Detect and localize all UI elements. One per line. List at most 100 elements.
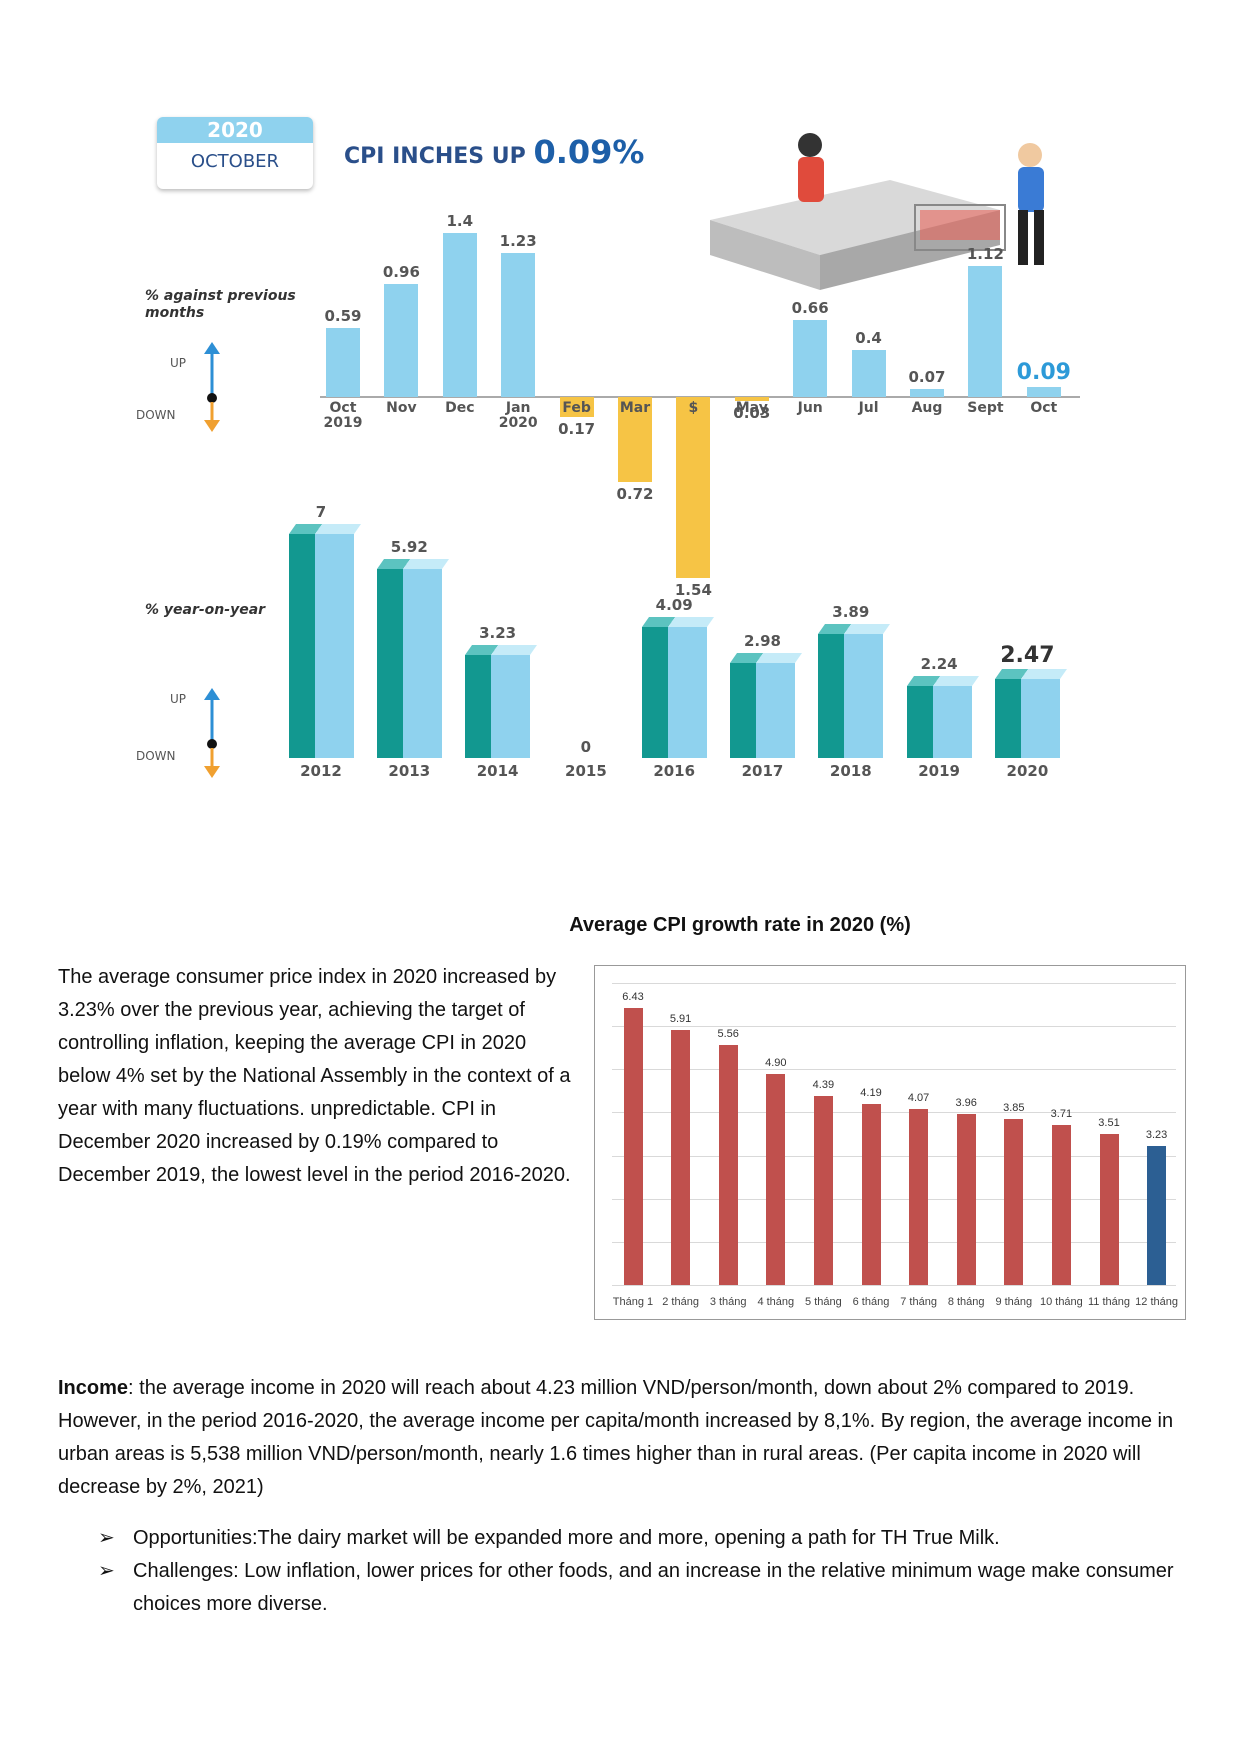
value-label: 3.85 — [1003, 1101, 1025, 1114]
bar — [793, 319, 828, 398]
axis-label: % year-on-year — [145, 602, 266, 618]
value-label: 0.09 — [1016, 359, 1071, 385]
up-label: UP — [170, 356, 187, 370]
value-label: 4.07 — [907, 1092, 930, 1105]
chart-frame — [594, 965, 1186, 1320]
bullet: Opportunities:The dairy market will be e… — [58, 1522, 1183, 1555]
value-label: 3.23 — [1145, 1128, 1168, 1141]
bar — [501, 252, 536, 398]
value-label: 0.96 — [382, 263, 420, 282]
value-label: 3.23 — [479, 623, 517, 642]
badge-month: OCTOBER — [190, 151, 280, 172]
bar — [618, 397, 652, 482]
up-down-arrows — [204, 342, 220, 432]
grid-line — [612, 1026, 1176, 1028]
value-label: 0.17 — [558, 420, 596, 439]
value-label: 3.71 — [1050, 1107, 1073, 1120]
grid-line — [612, 1285, 1176, 1286]
x-tick-label: Dec — [445, 400, 475, 417]
baseline — [320, 396, 1080, 398]
value-label: 4.19 — [860, 1087, 882, 1100]
value-label: 4.09 — [655, 596, 693, 615]
x-tick-label: 2015 — [565, 762, 607, 780]
grid-line — [612, 1241, 1176, 1243]
bar — [384, 284, 419, 398]
value-label: 1.54 — [674, 580, 712, 599]
bar — [641, 627, 707, 758]
x-tick-label: 8 tháng — [947, 1296, 985, 1308]
bar — [909, 1109, 929, 1285]
x-tick-label: 11 tháng — [1087, 1296, 1130, 1308]
x-tick-label: 3 tháng — [709, 1296, 747, 1308]
value-label: 3.89 — [832, 602, 870, 621]
bar — [376, 568, 442, 758]
bar — [730, 662, 795, 758]
x-tick-label: $ — [688, 400, 699, 417]
grid-line — [612, 1112, 1176, 1114]
x-tick-label: 2 tháng — [662, 1296, 699, 1308]
bar — [559, 397, 594, 418]
bar — [956, 1114, 976, 1285]
value-label: 0 — [580, 738, 592, 756]
value-label: 4.39 — [812, 1078, 835, 1091]
value-label: 0.4 — [855, 329, 882, 348]
x-tick-label: Sept — [967, 400, 1004, 417]
x-tick-label: 2012 — [300, 762, 342, 780]
value-label: 2.47 — [1000, 642, 1055, 668]
bar — [1004, 1118, 1024, 1285]
badge-year: 2020 — [157, 117, 313, 143]
value-label: 1.4 — [446, 211, 474, 230]
x-tick-label: Mar — [619, 400, 651, 417]
x-tick-label: May — [735, 400, 768, 417]
x-tick-label: Jul — [858, 400, 879, 417]
x-tick-label: 2013 — [388, 762, 431, 780]
bar — [1026, 386, 1061, 398]
headline-text: CPI INCHES UP — [344, 144, 526, 169]
bar — [734, 397, 769, 401]
bar — [1099, 1133, 1119, 1285]
grid-line — [612, 1198, 1176, 1200]
x-tick-label: 7 tháng — [900, 1296, 937, 1308]
down-label: DOWN — [136, 408, 176, 422]
headline-value: 0.09% — [533, 133, 645, 171]
x-tick-label: Jun — [797, 400, 823, 417]
value-label: 7 — [315, 503, 327, 521]
bullet: Challenges: Low inflation, lower prices … — [58, 1555, 1183, 1621]
x-tick-label: 4 tháng — [757, 1296, 795, 1308]
chart-title: Average CPI growth rate in 2020 (%) — [569, 914, 911, 936]
x-tick-label: 2016 — [653, 762, 696, 780]
bar — [1051, 1124, 1071, 1285]
value-label: 0.03 — [733, 403, 771, 422]
value-label: 0.59 — [324, 306, 362, 325]
x-tick-label: 9 tháng — [995, 1296, 1033, 1308]
value-label: 1.23 — [499, 231, 537, 250]
bar — [465, 654, 531, 758]
illustration — [710, 133, 1044, 290]
value-label: 0.66 — [791, 298, 829, 317]
bar — [861, 1104, 881, 1285]
income-label: Income — [58, 1377, 129, 1399]
x-tick-label: Oct — [1030, 400, 1058, 417]
value-label: 3.51 — [1098, 1116, 1120, 1129]
bar — [968, 265, 1003, 398]
value-label: 0.72 — [616, 484, 654, 503]
x-tick-label: Jan 2020 — [498, 400, 538, 432]
bar — [326, 327, 360, 398]
x-tick-label: 2017 — [741, 762, 784, 780]
paragraph: The average consumer price index in 2020… — [58, 966, 571, 1186]
x-tick-label: Tháng 1 — [612, 1296, 654, 1308]
x-tick-label: Oct 2019 — [323, 400, 363, 432]
x-tick-label: Feb — [562, 400, 591, 417]
x-tick-label: 10 tháng — [1039, 1296, 1083, 1308]
bar — [718, 1045, 738, 1285]
bar — [671, 1030, 691, 1285]
x-tick-label: 2014 — [476, 762, 519, 780]
bullet-list: Opportunities:The dairy market will be e… — [58, 1522, 1183, 1621]
x-tick-label: 12 tháng — [1135, 1296, 1178, 1308]
value-label: 6.43 — [622, 990, 644, 1003]
down-label: DOWN — [136, 749, 176, 763]
x-tick-label: 5 tháng — [805, 1296, 842, 1308]
value-label: 2.24 — [920, 655, 958, 674]
value-label: 3.96 — [955, 1097, 977, 1110]
